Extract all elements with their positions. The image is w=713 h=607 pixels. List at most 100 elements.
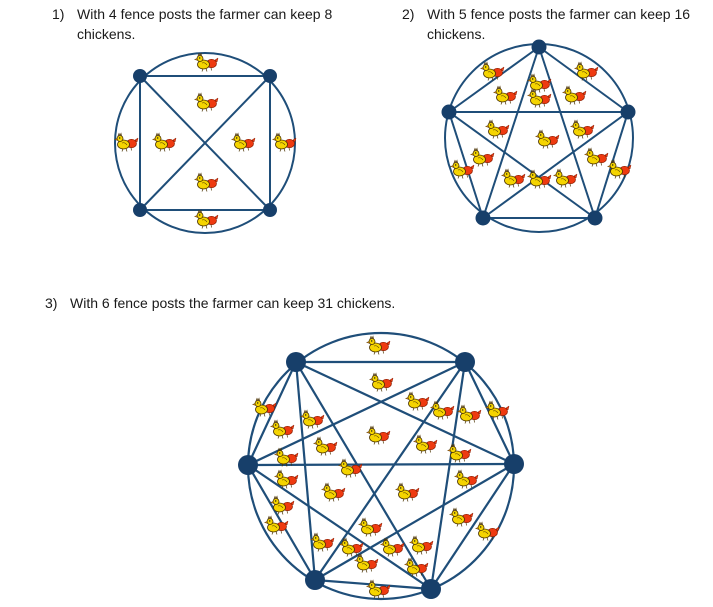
fence-post <box>263 69 277 83</box>
chicken-icon <box>379 537 405 557</box>
fence-circle <box>114 52 296 234</box>
fence-circle <box>246 331 516 601</box>
chicken-icon <box>606 159 632 179</box>
fence-line <box>314 463 515 581</box>
chicken-icon <box>113 132 139 152</box>
fence-line <box>448 46 540 113</box>
fence-post <box>133 203 147 217</box>
chicken-icon <box>453 469 479 489</box>
chicken-icon <box>526 73 552 93</box>
chicken-icon <box>312 436 338 456</box>
fence-line <box>295 361 515 465</box>
chicken-icon <box>151 132 177 152</box>
fence-post <box>455 352 475 372</box>
fence-post <box>305 570 325 590</box>
chicken-icon <box>365 335 391 355</box>
chicken-icon <box>404 391 430 411</box>
chicken-icon <box>408 535 434 555</box>
fence-line <box>538 46 596 219</box>
fence-line <box>247 462 515 467</box>
fence-post <box>475 210 491 226</box>
chicken-icon <box>337 458 363 478</box>
chicken-icon <box>474 521 500 541</box>
chicken-icon <box>412 434 438 454</box>
statement-number: 1) <box>52 6 65 22</box>
fence-post <box>286 352 306 372</box>
fence-line <box>448 111 596 219</box>
chicken-icon <box>583 147 609 167</box>
chicken-icon <box>365 425 391 445</box>
chicken-icon <box>193 209 219 229</box>
chicken-icon <box>273 447 299 467</box>
chicken-icon <box>552 168 578 188</box>
fence-line <box>482 46 540 219</box>
fence-post <box>587 210 603 226</box>
chicken-icon <box>561 85 587 105</box>
statement-number: 2) <box>402 6 415 22</box>
chicken-icon <box>269 495 295 515</box>
chicken-icon <box>446 443 472 463</box>
statement-text: With 5 fence posts the farmer can keep 1… <box>427 6 691 42</box>
statement-1: 1) With 4 fence posts the farmer can kee… <box>52 4 372 48</box>
statement-text: With 6 fence posts the farmer can keep 3… <box>70 295 396 311</box>
chicken-icon <box>309 532 335 552</box>
statement-3: 3) With 6 fence posts the farmer can kee… <box>45 293 465 315</box>
fence-line <box>429 361 467 590</box>
chicken-icon <box>251 397 277 417</box>
chicken-icon <box>338 537 364 557</box>
chicken-icon <box>193 172 219 192</box>
chicken-icon <box>269 419 295 439</box>
diagram-4-posts <box>113 52 297 234</box>
chicken-icon <box>394 482 420 502</box>
chicken-icon <box>429 400 455 420</box>
chicken-icon <box>193 52 219 72</box>
chicken-icon <box>449 159 475 179</box>
chicken-icon <box>320 482 346 502</box>
fence-line <box>247 361 466 466</box>
statement-2: 2) With 5 fence posts the farmer can kee… <box>402 4 713 48</box>
fence-post <box>531 39 547 55</box>
chicken-icon <box>357 517 383 537</box>
chicken-icon <box>534 129 560 149</box>
chicken-icon <box>526 88 552 108</box>
chicken-icon <box>492 85 518 105</box>
fence-post <box>504 454 524 474</box>
fence-line <box>139 75 271 211</box>
chicken-icon <box>193 92 219 112</box>
chicken-icon <box>271 132 297 152</box>
chicken-icon <box>484 119 510 139</box>
chicken-icon <box>573 61 599 81</box>
fence-post <box>263 203 277 217</box>
chicken-icon <box>230 132 256 152</box>
chicken-icon <box>299 409 325 429</box>
fence-line <box>430 463 515 590</box>
fence-post <box>441 104 457 120</box>
chicken-icon <box>500 168 526 188</box>
fence-line <box>448 111 484 219</box>
fence-line <box>538 46 629 113</box>
fence-post <box>421 579 441 599</box>
chicken-icon <box>263 515 289 535</box>
fence-line <box>247 361 297 466</box>
fence-line <box>314 361 466 581</box>
chicken-icon <box>526 169 552 189</box>
statement-number: 3) <box>45 295 58 311</box>
fence-line <box>295 361 432 590</box>
fence-line <box>294 361 317 581</box>
chicken-icon <box>273 469 299 489</box>
chicken-icon <box>456 404 482 424</box>
fence-line <box>247 464 432 590</box>
fence-post <box>620 104 636 120</box>
diagram-6-posts <box>238 331 524 601</box>
chicken-icon <box>484 400 510 420</box>
chicken-icon <box>448 507 474 527</box>
chicken-icon <box>353 553 379 573</box>
chicken-icon <box>569 119 595 139</box>
chicken-icon <box>479 61 505 81</box>
fence-post <box>238 455 258 475</box>
chicken-icon <box>469 147 495 167</box>
fence-post <box>133 69 147 83</box>
statement-text: With 4 fence posts the farmer can keep 8… <box>77 6 333 42</box>
chicken-icon <box>403 557 429 577</box>
